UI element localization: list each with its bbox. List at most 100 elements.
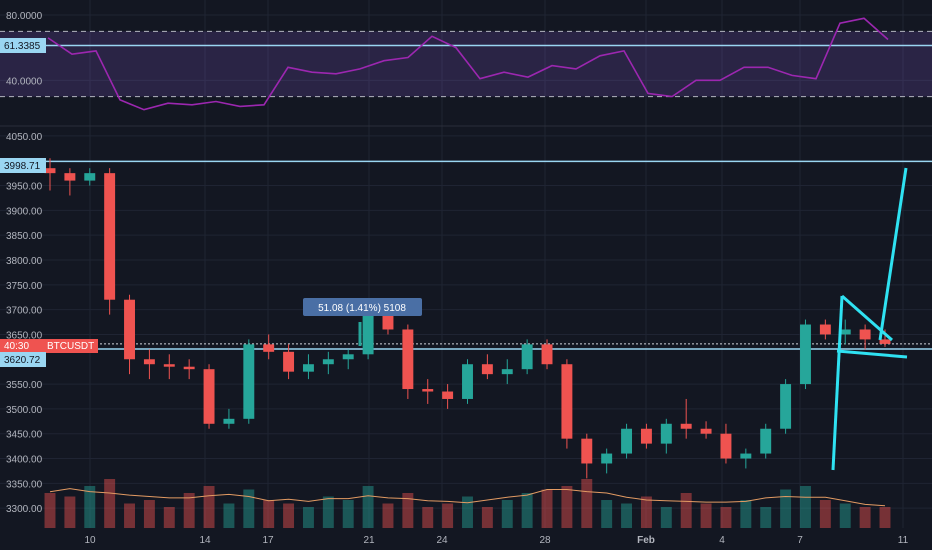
volume-bar [362,486,374,528]
measure-tooltip: 51.08 (1.41%) 5108 [303,298,422,316]
volume-bar [640,496,652,528]
support-tag-bg [0,352,46,367]
y-tick-label: 3350.00 [6,479,43,490]
volume-bar [143,500,155,528]
y-tick-label: 4050.00 [6,132,43,143]
candle-body [342,354,354,360]
candle-body [839,329,851,335]
volume-bar [442,503,454,528]
volume-bar [163,507,175,528]
pennant-pole[interactable] [831,295,844,471]
volume-bar [302,507,314,528]
volume-bar [283,503,295,528]
candle-body [44,168,56,174]
candle-body [501,369,513,375]
candle-body [402,329,414,390]
candle-body [163,364,175,367]
volume-bar [243,489,255,528]
y-tick-label: 3500.00 [6,405,43,416]
volume-bar [680,493,692,528]
x-tick-label: 14 [199,535,211,546]
x-tick-label: 24 [436,535,448,546]
volume-bar [541,489,553,528]
price-tag-bg [0,339,98,353]
candle-body [621,428,633,454]
support-tag: 3620.72 [0,352,46,367]
resistance-tag-bg [0,158,46,173]
candle-body [780,384,792,429]
x-tick-label: 11 [898,535,909,546]
volume-bar [322,496,334,528]
candle-body [442,391,454,399]
candle-body [561,364,573,439]
candle-body [879,339,891,344]
candle-body [680,423,692,429]
x-tick-label: 7 [797,535,803,546]
volume-bar [104,479,116,528]
x-tick-label: 28 [539,535,551,546]
candle-body [84,173,96,181]
y-tick-label: 3700.00 [6,306,43,317]
candle-body [581,438,593,464]
candle-body [481,364,493,375]
price-tag: 40:30 BTCUSDT [0,339,98,353]
candle-body [104,173,116,300]
grid [0,0,932,528]
volume-bar [581,479,593,528]
volume-bar [422,507,434,528]
resistance-tag: 3998.71 [0,158,46,173]
rsi-level-tag-bg [0,38,46,53]
volume-bar [859,507,871,528]
candle-body [382,314,394,330]
candle-body [362,314,374,355]
rsi-panel[interactable] [0,17,932,111]
y-axis: 80.0000 40.0000 4050.00 3950.00 3900.00 3850.… [6,11,43,515]
tooltip-text: 51.08 (1.41%) 5108 [318,303,406,314]
volume-bar [621,503,633,528]
volume-bar [561,486,573,528]
resistance-tag-text: 3998.71 [4,161,41,172]
pennant-drawing[interactable] [831,167,908,471]
volume-bar [740,500,752,528]
candle-body [660,423,672,444]
volume-ma-line [49,488,886,507]
volume-bar [879,507,891,528]
candle-body [640,428,652,444]
volume-bar [521,493,533,528]
candle-body [462,364,473,399]
pennant-lower-line[interactable] [836,349,908,359]
y-tick-label: 3850.00 [6,231,43,242]
y-tick-label: 3300.00 [6,504,43,515]
x-axis: 10 14 17 21 24 28 Feb 4 7 11 [84,535,908,546]
volume-bar [263,500,275,528]
volume-bar [223,503,235,528]
pennant-upper-line[interactable] [841,294,893,342]
volume-bar [601,500,613,528]
candle-body [541,344,553,365]
volume-bar [84,486,96,528]
volume-bar [660,507,672,528]
volume-bar [44,493,56,528]
candle-body [521,344,533,370]
candle-body [203,369,215,424]
volume-bar [720,507,732,528]
candle-body [720,433,732,459]
y-tick-label: 3550.00 [6,380,43,391]
candle-body [143,359,155,365]
pennant-target-line[interactable] [878,167,908,341]
candle-body [302,364,314,372]
candle-body [322,359,334,365]
volume-bar [124,503,135,528]
volume-bar [760,507,772,528]
y-tick-label: 3400.00 [6,455,43,466]
volume-bar [462,496,473,528]
volume-bar [501,500,513,528]
support-tag-text: 3620.72 [4,355,41,366]
volume-bar [839,503,851,528]
candle-body [859,329,871,340]
rsi-level-tag: 61.3385 [0,38,46,53]
volume-bar [700,503,712,528]
x-tick-label: 4 [719,535,725,546]
candle-body [740,453,752,459]
